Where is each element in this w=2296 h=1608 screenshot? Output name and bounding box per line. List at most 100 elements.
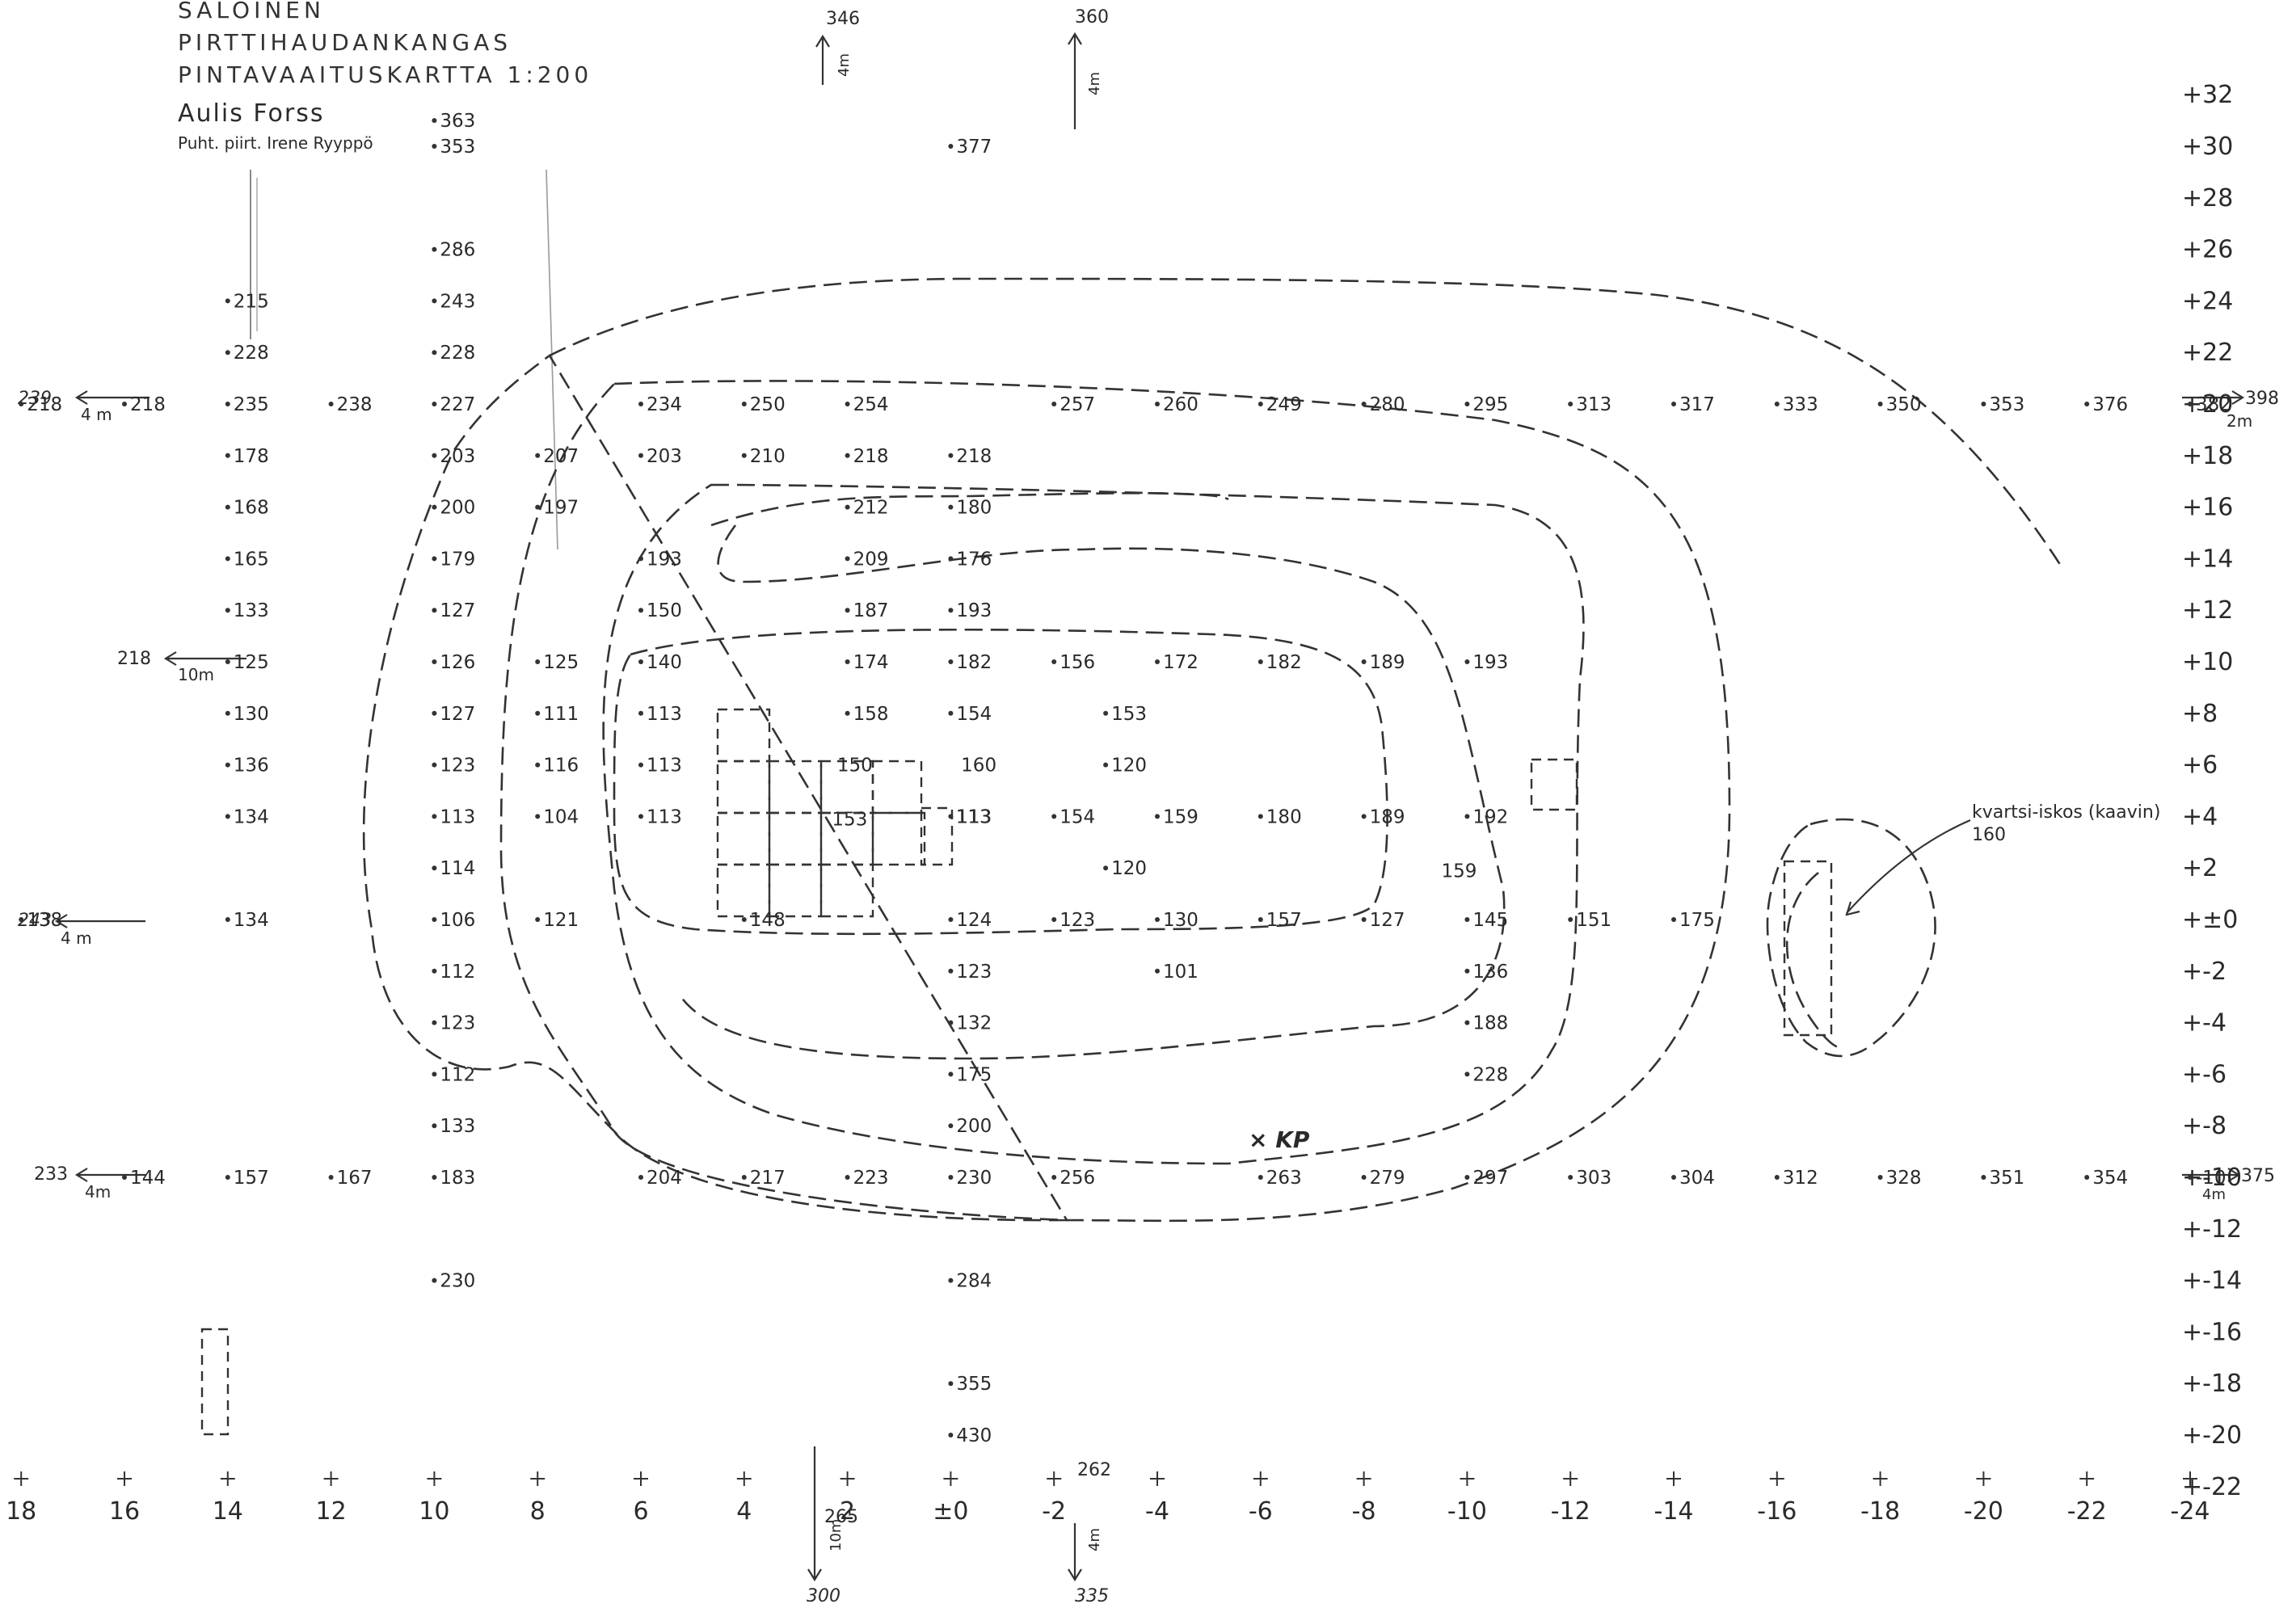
title-block: SALOINEN PIRTTIHAUDANKANGAS PINTAVAAITUS…: [178, 0, 592, 550]
x-axis-label: 8: [530, 1497, 546, 1526]
survey-point-marker: [535, 710, 541, 716]
trench-grid-cell: [768, 760, 823, 815]
y-axis-label: +30: [2182, 133, 2233, 161]
y-axis-label: +32: [2182, 81, 2233, 109]
survey-point-marker: [1464, 1071, 1470, 1077]
survey-point-marker: [1981, 1175, 1986, 1180]
survey-point-marker: [638, 453, 643, 458]
survey-point-elevation: 174: [853, 652, 889, 673]
survey-point-elevation: 243: [440, 291, 475, 312]
survey-point-marker: [948, 608, 954, 613]
survey-point-marker: [1361, 1175, 1367, 1180]
map-title-scale: PINTAVAAITUSKARTTA 1:200: [178, 61, 592, 88]
survey-point-marker: [535, 762, 541, 768]
survey-point-marker: [432, 504, 437, 510]
survey-point-elevation: 189: [1370, 806, 1405, 827]
survey-point-elevation: 140: [647, 652, 682, 673]
x-axis-label: 2: [840, 1497, 855, 1526]
survey-point-elevation: 167: [337, 1168, 373, 1189]
trench-grid-cell: [819, 863, 874, 918]
north-ref-346: 346: [826, 9, 860, 29]
survey-point-elevation: 183: [440, 1168, 475, 1189]
survey-point-marker: [948, 504, 954, 510]
survey-point-marker: [948, 710, 954, 716]
west-ref-218-dist: 10m: [178, 665, 214, 684]
x-axis-label: 16: [109, 1497, 140, 1526]
north-ref-360-dist: 4m: [1086, 72, 1103, 95]
test-pit-find: [1783, 860, 1833, 1037]
survey-point-elevation: 212: [853, 498, 889, 519]
x-axis-label: -14: [1654, 1497, 1694, 1526]
west-ref-233-dist: 4m: [85, 1182, 111, 1202]
survey-point-marker: [432, 1123, 437, 1129]
survey-point-marker: [432, 118, 437, 124]
x-axis-label: -2: [1042, 1497, 1066, 1526]
east-ref-398-dist: 2m: [2226, 411, 2252, 431]
survey-point-marker: [948, 1020, 954, 1025]
survey-point-elevation: 200: [956, 1116, 992, 1137]
survey-point-elevation: 130: [1163, 910, 1199, 931]
survey-point-marker: [1671, 402, 1676, 406]
survey-point-marker: [225, 350, 230, 356]
survey-point-marker: [1361, 659, 1367, 664]
survey-point-marker: [2188, 402, 2193, 406]
survey-point-elevation: 180: [1266, 806, 1302, 827]
excavation-trench-grid: [200, 708, 1833, 1436]
north-ref-360: 360: [1075, 7, 1109, 27]
survey-point-elevation: 123: [1060, 910, 1095, 931]
survey-point-marker: [948, 144, 954, 149]
survey-point-marker: [535, 659, 541, 664]
survey-point-elevation: 218: [956, 446, 992, 467]
survey-point-elevation: 123: [440, 756, 475, 777]
arrowhead-w233: [74, 1168, 88, 1182]
survey-point-elevation: 157: [1266, 910, 1302, 931]
survey-point-elevation: 123: [440, 1013, 475, 1034]
survey-point-elevation: 136: [1472, 962, 1508, 983]
survey-point-elevation: 156: [1060, 652, 1095, 673]
trench-grid-cell: [871, 760, 923, 815]
west-ref-239: 239: [18, 389, 52, 409]
survey-point-marker: [845, 402, 850, 406]
survey-point-elevation: 193: [647, 549, 682, 570]
survey-point-marker: [225, 608, 230, 613]
survey-point-elevation: 304: [1679, 1168, 1715, 1189]
x-axis-labels: 5452504846444240383634322826242220181614…: [6, 1471, 2210, 1526]
survey-point-marker: [328, 402, 334, 406]
trench-elevation: 150: [837, 756, 873, 777]
survey-point-elevation: 145: [1472, 910, 1508, 931]
south-ref-265: 265: [824, 1507, 858, 1527]
survey-point-elevation: 197: [543, 498, 579, 519]
kp-marker: × KP: [1249, 1126, 1310, 1153]
survey-point-marker: [1155, 814, 1160, 819]
survey-point-elevation: 328: [1886, 1168, 1922, 1189]
survey-point-elevation: 113: [956, 806, 992, 827]
survey-point-marker: [638, 762, 643, 768]
survey-point-elevation: 112: [440, 962, 475, 983]
survey-point-elevation: 154: [1060, 806, 1095, 827]
survey-point-marker: [1774, 1175, 1780, 1180]
survey-point-marker: [225, 1175, 230, 1180]
survey-point-elevation: 168: [234, 498, 269, 519]
trench-grid-cell: [920, 806, 954, 866]
survey-point-elevation: 150: [647, 600, 682, 621]
survey-point-marker: [225, 710, 230, 716]
survey-point-elevation: 112: [440, 1064, 475, 1085]
survey-point-marker: [638, 608, 643, 613]
contour-ring-2: [499, 380, 1731, 1223]
south-ref-262: 262: [1077, 1460, 1111, 1480]
survey-point-elevation: 187: [853, 600, 889, 621]
survey-point-elevation: 376: [2092, 394, 2128, 415]
survey-point-marker: [741, 917, 747, 922]
survey-point-marker: [432, 1278, 437, 1283]
survey-point-marker: [2188, 1175, 2193, 1180]
survey-point-elevation: 134: [234, 806, 269, 827]
survey-point-marker: [432, 246, 437, 252]
survey-point-marker: [225, 917, 230, 922]
survey-point-marker: [1258, 402, 1263, 406]
survey-point-elevation: 120: [1111, 858, 1147, 879]
survey-point-marker: [225, 453, 230, 458]
trench-grid-cell: [871, 811, 926, 866]
survey-point-marker: [432, 350, 437, 356]
survey-point-elevation: 113: [440, 806, 475, 827]
